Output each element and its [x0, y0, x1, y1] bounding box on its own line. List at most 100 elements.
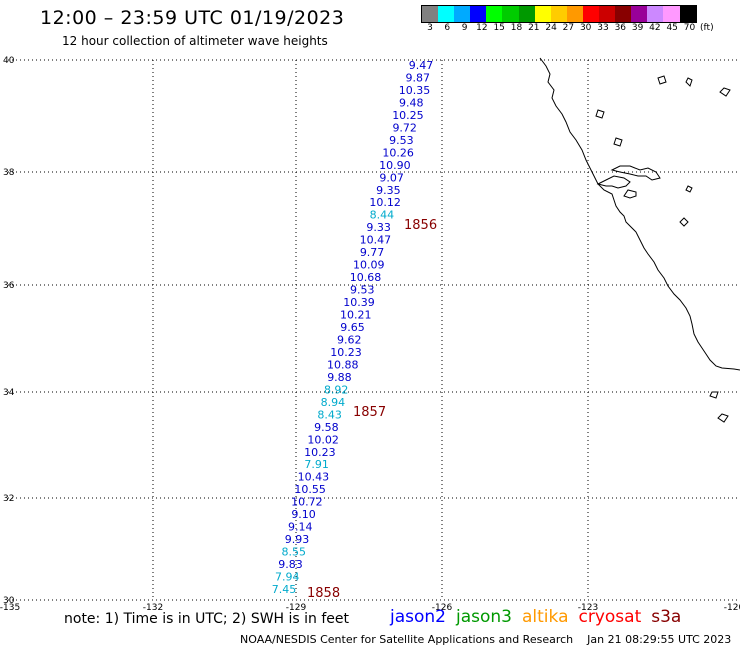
swh-value: 10.68: [350, 271, 382, 284]
swh-value: 10.72: [291, 496, 323, 509]
legend-swatch: [486, 6, 503, 22]
legend-label: 30: [579, 23, 592, 33]
lat-tick-label: 32: [3, 494, 14, 504]
legend-swatch: [615, 6, 632, 22]
swh-value: 9.53: [389, 134, 414, 147]
swh-value: 8.55: [282, 546, 307, 559]
swh-value: 10.25: [392, 109, 424, 122]
swh-value: 9.47: [409, 59, 434, 72]
swh-value: 9.72: [392, 121, 417, 134]
swh-value: 8.43: [317, 408, 342, 421]
legend-swatch: [438, 6, 455, 22]
swh-value: 10.55: [294, 483, 326, 496]
legend-label: 33: [597, 23, 609, 33]
coastline-mainland: [539, 57, 740, 371]
swh-value: 9.87: [405, 71, 430, 84]
swh-value: 9.93: [285, 533, 310, 546]
lake-9: [685, 185, 693, 193]
color-legend: [421, 5, 697, 23]
legend-swatch: [631, 6, 648, 22]
coastline: [539, 57, 740, 423]
legend-swatch: [599, 6, 616, 22]
swh-value: 10.09: [353, 259, 385, 272]
track-time-label: 1856: [404, 218, 437, 233]
legend-label: 6: [444, 23, 451, 33]
swh-value: 9.07: [379, 171, 404, 184]
legend-swatch: [454, 6, 471, 22]
lake-7: [709, 391, 719, 399]
legend-label: 3: [427, 23, 433, 33]
legend-label: 39: [631, 23, 644, 33]
lake-6: [679, 217, 689, 227]
lat-tick-label: 40: [3, 56, 15, 66]
lake-2: [685, 77, 693, 87]
legend-swatch: [502, 6, 519, 22]
lat-tick-label: 34: [3, 388, 15, 398]
swh-value: 10.39: [343, 296, 375, 309]
lon-tick-label: -135: [0, 603, 20, 613]
legend-label: 12: [476, 23, 488, 33]
lake-4: [613, 137, 623, 147]
satellite-name: altika: [522, 607, 569, 627]
satellite-name: cryosat: [578, 607, 642, 627]
satellite-name: jason3: [456, 607, 512, 627]
legend-label: (ft): [700, 23, 714, 33]
swh-value: 9.33: [366, 221, 391, 234]
legend-swatch: [518, 6, 535, 22]
legend-swatch: [470, 6, 487, 22]
swh-value: 9.62: [337, 333, 362, 346]
legend-label: 27: [562, 23, 575, 33]
satellite-legend: jason2 jason3 altika cryosat s3a: [390, 607, 691, 627]
swh-value: 8.44: [370, 209, 395, 222]
delta: [623, 189, 637, 199]
swh-value: 9.58: [314, 421, 339, 434]
satellite-name: s3a: [651, 607, 682, 627]
swh-value: 9.35: [376, 184, 401, 197]
swh-value: 7.91: [304, 458, 329, 471]
legend-label: 42: [649, 23, 661, 33]
swh-value: 10.90: [379, 159, 411, 172]
legend-swatch: [647, 6, 664, 22]
swh-value: 9.83: [278, 558, 303, 571]
legend-label: 21: [528, 23, 540, 33]
lat-tick-label: 36: [3, 281, 15, 291]
swh-value: 10.26: [382, 146, 414, 159]
legend-label: 45: [666, 23, 678, 33]
lake-1: [657, 75, 667, 85]
lon-tick-label: -126: [432, 603, 453, 613]
lon-tick-label: -123: [578, 603, 598, 613]
san-pablo-bay: [610, 165, 661, 181]
legend-label: 36: [614, 23, 627, 33]
lon-tick-label: -132: [143, 603, 163, 613]
units-note: note: 1) Time is in UTC; 2) SWH is in fe…: [64, 611, 350, 627]
satellite-name: jason2: [390, 607, 446, 627]
swh-value: 9.53: [350, 284, 375, 297]
swh-value: 10.23: [330, 346, 362, 359]
swh-value: 8.94: [321, 396, 346, 409]
lon-tick-label: -129: [286, 603, 307, 613]
track-time-label: 1857: [353, 405, 386, 420]
lake-3: [595, 109, 605, 119]
swh-value: 10.43: [298, 471, 330, 484]
swh-value: 10.12: [369, 196, 401, 209]
swh-value: 10.35: [399, 84, 431, 97]
lat-tick-label: 38: [3, 168, 15, 178]
swh-value: 9.14: [288, 521, 313, 534]
lat-tick-label: 30: [3, 596, 15, 606]
swh-value: 10.02: [307, 433, 339, 446]
swh-value: 10.21: [340, 309, 372, 322]
swh-value: 8.92: [324, 383, 349, 396]
swh-value: 9.88: [327, 371, 352, 384]
lake-8: [717, 413, 729, 423]
swh-value: 9.10: [291, 508, 316, 521]
legend-label: 70: [683, 23, 696, 33]
legend-label: 9: [461, 23, 468, 33]
time-labels: 1856 1857 1858: [307, 218, 437, 601]
legend-label: 24: [545, 23, 557, 33]
legend-label: 15: [493, 23, 505, 33]
legend-swatch: [422, 6, 439, 22]
swh-value: 7.94: [275, 571, 300, 584]
lon-tick-label: -120: [724, 603, 740, 613]
map-title: 12:00 – 23:59 UTC 01/19/2023: [40, 7, 345, 29]
